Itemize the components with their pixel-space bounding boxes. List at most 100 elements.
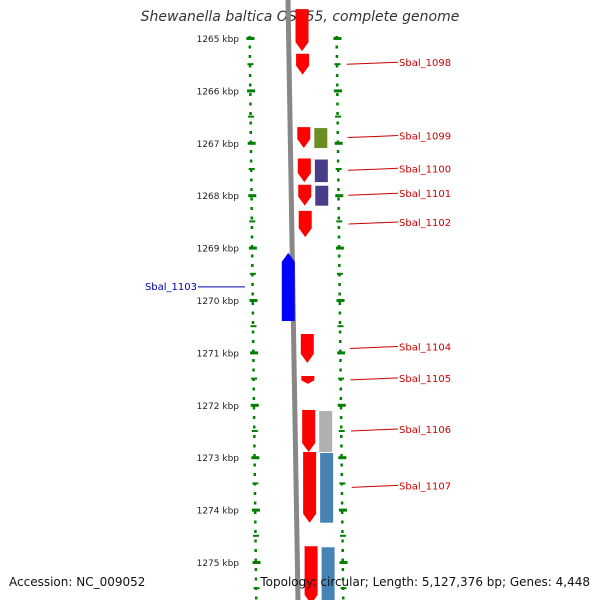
gene-arrow-forward[interactable] <box>295 9 309 52</box>
ruler-dot <box>337 216 341 220</box>
ruler-dot <box>249 112 252 115</box>
kbp-minor-tick <box>248 168 255 170</box>
cog-category-bar <box>319 411 333 452</box>
ruler-dot <box>250 226 254 229</box>
ruler-dot <box>338 292 341 296</box>
gene-label-leader <box>348 221 399 225</box>
kbp-minor-tick <box>249 272 256 275</box>
ruler-dot <box>337 188 340 191</box>
ruler-dot <box>252 349 255 353</box>
gene-Sbal_1103[interactable] <box>281 252 295 321</box>
cog-category-bar <box>314 159 328 183</box>
ruler-dot <box>336 169 340 172</box>
ruler-dot <box>248 64 252 68</box>
ruler-dot <box>340 444 343 448</box>
ruler-dot <box>252 397 256 400</box>
gene-label[interactable]: Sbal_1102 <box>399 218 451 229</box>
kbp-minor-tick <box>335 168 342 170</box>
kbp-tick-mark <box>335 194 344 198</box>
kbp-tick-label: 1271 kbp <box>197 349 240 359</box>
gene-arrow-forward[interactable] <box>302 410 316 452</box>
ruler-dot <box>335 64 339 68</box>
kbp-minor-tick <box>338 430 345 432</box>
ruler-dot <box>251 264 254 267</box>
ruler-dot <box>251 330 255 334</box>
gene-label[interactable]: Sbal_1104 <box>399 342 451 353</box>
kbp-minor-tick <box>337 325 344 328</box>
ruler-dot <box>252 416 256 419</box>
gene-label-leader <box>347 167 399 171</box>
kbp-tick-mark <box>248 194 257 198</box>
ruler-dot <box>338 330 342 334</box>
gene-arrow-forward[interactable] <box>298 184 312 206</box>
gene-arrow-forward[interactable] <box>297 127 311 149</box>
kbp-tick-label: 1268 kbp <box>197 192 240 202</box>
kbp-tick-mark <box>336 299 345 302</box>
ruler-dot <box>252 359 255 362</box>
gene-label[interactable]: Sbal_1105 <box>399 374 451 385</box>
ruler-dot <box>339 406 343 410</box>
ruler-dot <box>254 530 257 533</box>
gene-label[interactable]: Sbal_1100 <box>399 164 451 175</box>
ruler-dot <box>248 74 252 77</box>
ruler-dot <box>335 45 339 49</box>
ruler-dot <box>250 216 254 220</box>
gene-Sbal_1099[interactable] <box>297 127 328 149</box>
kbp-tick-mark <box>338 508 347 512</box>
ruler-dot <box>251 302 255 305</box>
kbp-tick-label: 1270 kbp <box>197 297 240 307</box>
kbp-tick-mark <box>337 403 346 407</box>
gene-Sbal_1105[interactable] <box>301 375 315 384</box>
gene-label[interactable]: Sbal_1103 <box>145 282 197 293</box>
gene-Sbal_1107[interactable] <box>303 451 334 523</box>
cog-category-bar <box>314 128 328 149</box>
kbp-tick-label: 1265 kbp <box>197 35 240 45</box>
gene-Sbal_1100[interactable] <box>297 158 328 183</box>
gene-g_bottom[interactable] <box>304 546 335 600</box>
gene-arrow-reverse[interactable] <box>281 252 295 321</box>
gene-arrow-forward[interactable] <box>297 158 311 183</box>
ruler-dot <box>253 435 256 438</box>
gene-label[interactable]: Sbal_1098 <box>399 58 451 69</box>
gene-Sbal_1106[interactable] <box>302 410 333 452</box>
gene-label[interactable]: Sbal_1106 <box>399 425 451 436</box>
gene-layer[interactable] <box>281 9 335 600</box>
gene-label[interactable]: Sbal_1107 <box>399 481 451 492</box>
ruler-dot <box>338 273 341 277</box>
kbp-minor-tick <box>250 325 257 328</box>
gene-arrow-forward[interactable] <box>304 546 318 600</box>
ruler-dot <box>251 311 255 315</box>
gene-Sbal_1101[interactable] <box>298 184 329 206</box>
gene-arrow-forward[interactable] <box>301 375 315 384</box>
gene-label[interactable]: Sbal_1099 <box>399 132 451 143</box>
gene-arrow-forward[interactable] <box>298 210 312 238</box>
ruler-dot <box>250 197 253 201</box>
ruler-dot <box>341 539 344 543</box>
ruler-dot <box>249 169 253 172</box>
gene-Sbal_1104[interactable] <box>300 334 314 363</box>
ruler-dot <box>254 558 258 562</box>
ruler-dot <box>248 83 252 87</box>
ruler-dot <box>253 501 257 505</box>
gene-arrow-forward[interactable] <box>296 53 310 75</box>
kbp-minor-tick <box>251 430 258 432</box>
ruler-dot <box>251 321 255 324</box>
ruler-dot <box>340 511 344 514</box>
gene-Sbal_1102[interactable] <box>298 210 312 238</box>
ruler-dot <box>252 368 255 372</box>
gene-g_top[interactable] <box>295 9 309 52</box>
gene-arrow-forward[interactable] <box>303 451 317 523</box>
ruler-dot <box>337 197 340 201</box>
kbp-tick-mark <box>248 246 257 250</box>
ruler-dot <box>339 425 343 429</box>
ruler-dot <box>338 321 342 324</box>
gene-Sbal_1098[interactable] <box>296 53 310 75</box>
gene-arrow-forward[interactable] <box>300 334 314 363</box>
gene-label[interactable]: Sbal_1101 <box>399 189 451 200</box>
ruler-dot <box>335 83 339 87</box>
accession-text: Accession: NC_009052 <box>9 575 146 589</box>
ruler-dot <box>250 235 254 239</box>
ruler-dot <box>251 273 254 277</box>
ruler-dot <box>341 549 344 552</box>
